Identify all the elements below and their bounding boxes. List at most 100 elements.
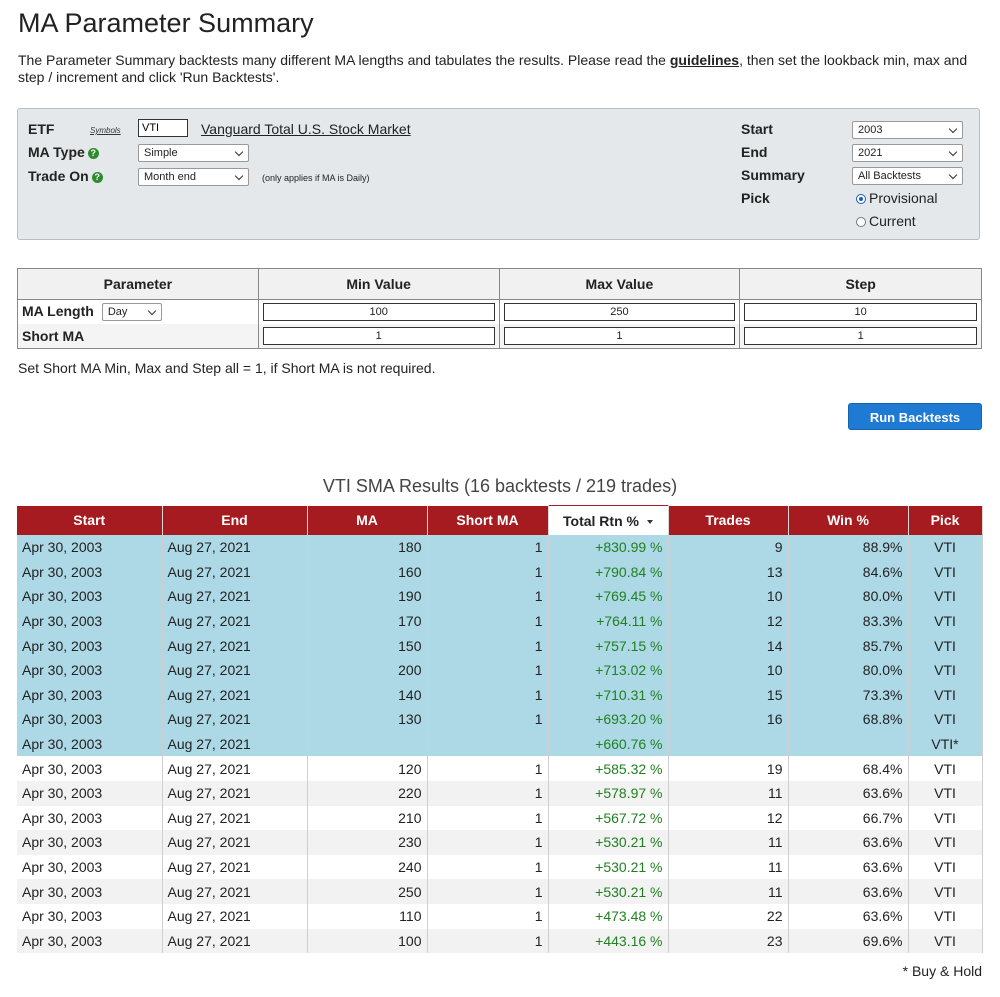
- row-short-ma-cell: 1: [427, 903, 549, 929]
- row-start-cell: Apr 30, 2003: [17, 830, 163, 855]
- param-header-step: Step: [739, 268, 982, 300]
- etf-symbol-input[interactable]: [138, 119, 188, 137]
- col-ma[interactable]: MA: [307, 505, 428, 535]
- table-row: Apr 30, 2003 Aug 27, 2021 190 1 +769.45 % 10 8…: [17, 584, 983, 609]
- row-short-ma-cell: 1: [427, 657, 549, 683]
- guidelines-link[interactable]: guidelines: [669, 52, 740, 68]
- ma-length-unit-select[interactable]: Day: [101, 303, 162, 322]
- table-row: Apr 30, 2003 Aug 27, 2021 170 1 +764.11 % 12 8…: [17, 608, 983, 634]
- row-end-cell: Aug 27, 2021: [162, 780, 308, 806]
- row-total-rtn-cell: +769.45 %: [548, 584, 669, 609]
- help-icon[interactable]: ?: [87, 148, 99, 159]
- row-end-cell: Aug 27, 2021: [162, 805, 308, 831]
- col-start[interactable]: Start: [17, 505, 163, 535]
- row-total-rtn-cell: +790.84 %: [548, 559, 669, 585]
- col-short-ma[interactable]: Short MA: [427, 505, 549, 535]
- help-icon[interactable]: ?: [91, 172, 103, 183]
- trade-on-select[interactable]: Month end: [138, 168, 249, 186]
- row-win-cell: 69.6%: [788, 928, 909, 954]
- row-ma-cell: 130: [307, 707, 428, 732]
- table-row: Apr 30, 2003 Aug 27, 2021 110 1 +473.48 % 22 6…: [17, 903, 983, 929]
- table-row: Apr 30, 2003 Aug 27, 2021 150 1 +757.15 % 14 8…: [17, 633, 983, 658]
- col-trades[interactable]: Trades: [668, 505, 789, 535]
- sort-down-icon: [646, 519, 653, 524]
- param-header-parameter: Parameter: [17, 268, 259, 300]
- row-short-ma-cell: 1: [427, 559, 549, 585]
- param-header-max: Max Value: [498, 268, 741, 300]
- row-trades-cell: 12: [668, 805, 789, 831]
- row-ma-cell: 160: [307, 559, 428, 585]
- etf-name-link[interactable]: Vanguard Total U.S. Stock Market: [201, 121, 411, 137]
- row-trades-cell: 12: [668, 608, 789, 634]
- col-pick[interactable]: Pick: [908, 505, 983, 535]
- row-pick-cell: VTI: [908, 928, 983, 954]
- short-ma-max-input[interactable]: 1: [503, 327, 736, 345]
- row-start-cell: Apr 30, 2003: [17, 731, 163, 757]
- short-ma-min-input[interactable]: 1: [262, 327, 495, 345]
- row-trades-cell: 11: [668, 854, 789, 880]
- row-trades-cell: 15: [668, 682, 789, 708]
- pick-provisional-radio[interactable]: Provisional: [856, 190, 937, 206]
- row-win-cell: 80.0%: [788, 657, 909, 683]
- row-start-cell: Apr 30, 2003: [17, 903, 163, 929]
- symbols-link[interactable]: Symbols: [90, 126, 121, 135]
- row-win-cell: 63.6%: [788, 903, 909, 929]
- row-end-cell: Aug 27, 2021: [162, 928, 308, 954]
- table-row: Apr 30, 2003 Aug 27, 2021 220 1 +578.97 % 11 6…: [17, 780, 983, 806]
- row-pick-cell: VTI: [908, 559, 983, 585]
- ma-type-select[interactable]: Simple: [138, 144, 249, 162]
- row-ma-cell: 100: [307, 928, 428, 954]
- col-win[interactable]: Win %: [788, 505, 909, 535]
- row-start-cell: Apr 30, 2003: [17, 608, 163, 634]
- row-ma-cell: 150: [307, 633, 428, 658]
- row-pick-cell: VTI: [908, 756, 983, 781]
- summary-select[interactable]: All Backtests: [852, 167, 963, 185]
- short-ma-step-input[interactable]: 1: [744, 327, 977, 345]
- row-trades-cell: 11: [668, 830, 789, 855]
- row-win-cell: 63.6%: [788, 780, 909, 806]
- row-end-cell: Aug 27, 2021: [162, 854, 308, 880]
- start-year-select[interactable]: 2003: [852, 121, 963, 139]
- row-short-ma-cell: 1: [427, 854, 549, 880]
- row-short-ma-cell: 1: [427, 928, 549, 954]
- table-row: Apr 30, 2003 Aug 27, 2021 160 1 +790.84 % 13 8…: [17, 559, 983, 585]
- row-total-rtn-cell: +567.72 %: [548, 805, 669, 831]
- row-short-ma-cell: 1: [427, 756, 549, 781]
- page-title: MA Parameter Summary: [18, 8, 314, 38]
- col-total-rtn[interactable]: Total Rtn %: [548, 505, 669, 535]
- row-start-cell: Apr 30, 2003: [17, 584, 163, 609]
- ma-length-max-input[interactable]: 250: [503, 303, 736, 321]
- ma-length-min-input[interactable]: 100: [262, 303, 495, 321]
- col-end[interactable]: End: [162, 505, 308, 535]
- row-short-ma-cell: 1: [427, 584, 549, 609]
- row-total-rtn-cell: +473.48 %: [548, 903, 669, 929]
- end-year-select[interactable]: 2021: [852, 144, 963, 162]
- row-total-rtn-cell: +660.76 %: [548, 731, 669, 757]
- row-start-cell: Apr 30, 2003: [17, 879, 163, 904]
- table-row: Apr 30, 2003 Aug 27, 2021 180 1 +830.99 % 9 88…: [17, 535, 983, 560]
- row-ma-cell: 180: [307, 535, 428, 560]
- row-end-cell: Aug 27, 2021: [162, 657, 308, 683]
- row-pick-cell: VTI: [908, 879, 983, 904]
- row-trades-cell: 11: [668, 879, 789, 904]
- pick-current-radio[interactable]: Current: [856, 213, 916, 229]
- row-win-cell: 80.0%: [788, 584, 909, 609]
- row-short-ma-cell: 1: [427, 608, 549, 634]
- results-table: Start End MA Short MA Total Rtn % Trades…: [17, 505, 983, 954]
- row-trades-cell: 16: [668, 707, 789, 732]
- row-short-ma-cell: 1: [427, 707, 549, 732]
- row-win-cell: 88.9%: [788, 535, 909, 560]
- row-start-cell: Apr 30, 2003: [17, 756, 163, 781]
- row-end-cell: Aug 27, 2021: [162, 879, 308, 904]
- parameter-table: Parameter Min Value Max Value Step MA Le…: [17, 268, 982, 349]
- row-short-ma-cell: 1: [427, 879, 549, 904]
- ma-length-step-input[interactable]: 10: [744, 303, 977, 321]
- footnote: * Buy & Hold: [902, 963, 982, 979]
- row-total-rtn-cell: +578.97 %: [548, 780, 669, 806]
- row-short-ma-cell: 1: [427, 633, 549, 658]
- start-label: Start: [741, 121, 773, 137]
- row-end-cell: Aug 27, 2021: [162, 608, 308, 634]
- trade-on-note: (only applies if MA is Daily): [262, 173, 370, 183]
- run-backtests-button[interactable]: Run Backtests: [848, 403, 982, 430]
- settings-panel: ETF Symbols Vanguard Total U.S. Stock Ma…: [17, 108, 980, 240]
